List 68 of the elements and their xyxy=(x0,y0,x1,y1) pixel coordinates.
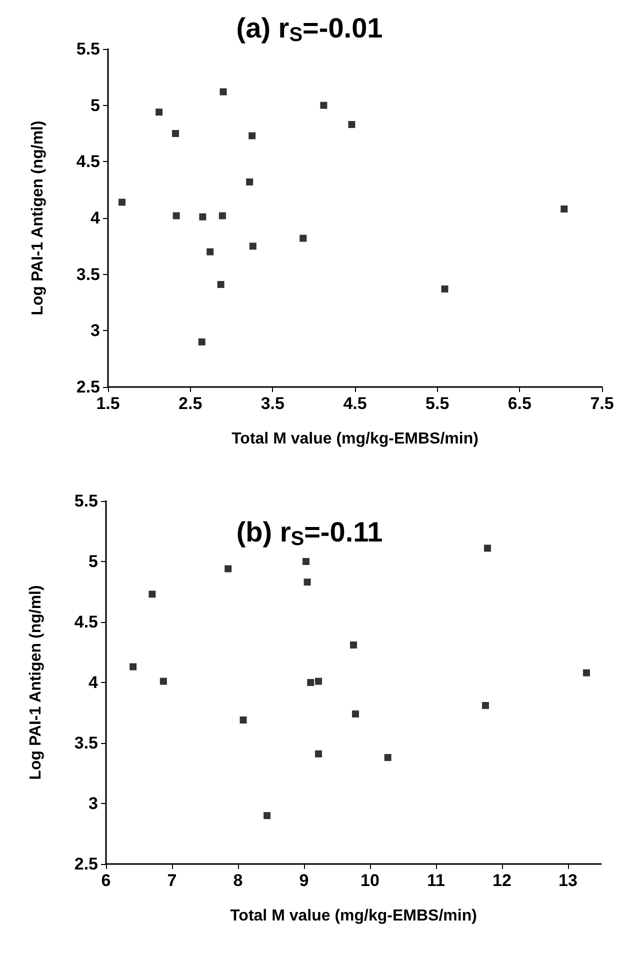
y-tick-label: 4.5 xyxy=(76,152,100,172)
y-tick-label: 5.5 xyxy=(76,40,100,58)
x-tick-label: 1.5 xyxy=(96,394,120,413)
y-tick-label: 3 xyxy=(88,794,98,813)
x-tick-label: 10 xyxy=(360,871,380,890)
x-tick-label: 13 xyxy=(558,871,578,890)
point xyxy=(348,120,356,128)
point xyxy=(315,750,322,758)
x-tick-label: 4.5 xyxy=(343,394,367,413)
x-tick-label: 7.5 xyxy=(590,394,614,413)
y-tick-label: 2.5 xyxy=(76,378,100,396)
x-axis-title: Total M value (mg/kg-EMBS/min) xyxy=(230,908,477,924)
point xyxy=(315,678,322,685)
point xyxy=(118,198,126,206)
point xyxy=(302,558,310,565)
point xyxy=(560,205,568,212)
y-tick-label: 3 xyxy=(90,321,100,340)
x-tick-label: 6 xyxy=(101,871,111,890)
point xyxy=(350,641,357,648)
x-tick-label: 5.5 xyxy=(426,394,450,413)
point xyxy=(320,102,328,109)
point xyxy=(441,285,448,292)
y-tick-label: 5 xyxy=(90,96,100,115)
y-tick-label: 3.5 xyxy=(76,264,100,284)
y-tick-label: 4 xyxy=(88,673,99,692)
y-tick-label: 5 xyxy=(88,552,98,571)
point xyxy=(484,544,491,552)
point xyxy=(384,754,392,762)
y-tick-label: 2.5 xyxy=(74,854,98,874)
x-tick-label: 7 xyxy=(167,871,177,890)
point xyxy=(304,578,311,586)
point xyxy=(249,242,256,250)
y-tick-label: 4.5 xyxy=(74,612,98,632)
point xyxy=(352,710,359,718)
x-tick-label: 9 xyxy=(299,871,309,890)
point xyxy=(218,212,226,220)
point xyxy=(206,248,214,256)
point xyxy=(248,132,256,140)
point xyxy=(482,702,489,709)
point xyxy=(224,565,232,572)
point xyxy=(246,178,254,186)
y-tick-label: 4 xyxy=(90,208,101,228)
point xyxy=(172,130,180,137)
point xyxy=(199,213,206,220)
x-tick-label: 12 xyxy=(492,871,512,890)
point xyxy=(172,212,180,220)
point xyxy=(240,716,247,724)
x-tick-label: 3.5 xyxy=(260,394,284,413)
point xyxy=(582,669,590,676)
x-tick-label: 6.5 xyxy=(508,394,532,413)
point xyxy=(300,234,307,242)
y-axis-title: Log PAI-1 Antigen (ng/ml) xyxy=(28,585,44,780)
y-tick-label: 3.5 xyxy=(74,734,98,752)
x-tick-label: 11 xyxy=(427,871,445,890)
point xyxy=(148,590,156,598)
point xyxy=(198,338,206,346)
x-tick-label: 8 xyxy=(233,871,243,890)
point xyxy=(130,663,137,670)
x-axis-title: Total M value (mg/kg-EMBS/min) xyxy=(232,430,478,448)
point xyxy=(307,679,314,686)
y-tick-label: 5.5 xyxy=(74,492,98,510)
point xyxy=(220,88,227,96)
point xyxy=(160,678,167,685)
point xyxy=(217,280,224,288)
point xyxy=(264,812,271,820)
point xyxy=(156,108,163,116)
y-axis-title: Log PAI-1 Antigen (ng/ml) xyxy=(30,120,46,316)
x-tick-label: 2.5 xyxy=(178,394,202,413)
